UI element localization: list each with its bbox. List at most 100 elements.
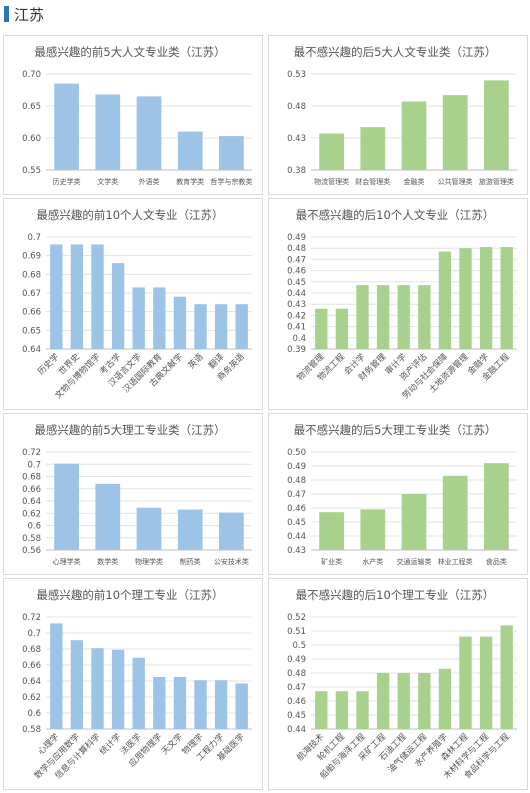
bar	[356, 285, 369, 349]
y-tick-label: 0.49	[287, 462, 306, 472]
bar	[438, 251, 452, 349]
y-tick-label: 0.62	[22, 509, 41, 519]
bar	[91, 648, 104, 729]
y-tick-label: 0.64	[22, 497, 41, 507]
bar	[319, 512, 344, 550]
y-tick-label: 0.72	[22, 448, 41, 458]
x-tick-label: 统计学	[97, 731, 123, 757]
x-tick-label: 教育学类	[176, 177, 204, 186]
bar	[50, 244, 63, 349]
y-tick-label: 0.7	[27, 460, 41, 470]
y-tick-label: 0.43	[287, 300, 306, 310]
bar	[438, 668, 452, 729]
chart-panel: 最不感兴趣的后5大理工专业类（江苏） 0.43 0.44 0.45 0.46 0.47 0.…	[268, 413, 528, 575]
y-tick-label: 0.47	[287, 683, 306, 693]
y-tick-label: 0.46	[287, 267, 306, 277]
chart: 最不感兴趣的后5大人文专业类（江苏） 0.38 0.43 0.48 0.53 物流管理类财…	[287, 45, 517, 186]
bar	[376, 285, 390, 349]
x-tick-label: 水产类	[362, 557, 383, 566]
bar	[136, 96, 162, 170]
bar	[418, 285, 431, 349]
chart: 最感兴趣的前10个理工专业（江苏） 0.58 0.6 0.62 0.64 0.66 0.68…	[22, 588, 252, 781]
chart-panel: 最感兴趣的前5大理工专业类（江苏） 0.56 0.58 0.6 0.62 0.64 0.66…	[3, 413, 263, 575]
bar	[153, 287, 166, 349]
chart-panel: 最感兴趣的前10个理工专业（江苏） 0.58 0.6 0.62 0.64 0.66 0.68…	[3, 578, 263, 790]
y-tick-label: 0.46	[287, 697, 306, 707]
y-tick-label: 0.43	[287, 134, 306, 144]
y-tick-label: 0.58	[22, 534, 41, 544]
bar	[70, 244, 84, 349]
bar	[194, 680, 207, 729]
bar	[219, 136, 244, 170]
chart-panel: 最不感兴趣的后10个人文专业（江苏） 0.39 0.4 0.41 0.42 0.43 0.4…	[268, 198, 528, 410]
x-tick-label: 物理学类	[135, 557, 163, 566]
chart-title: 最不感兴趣的后10个理工专业（江苏）	[296, 588, 495, 602]
x-tick-label: 旅游管理类	[479, 177, 514, 186]
bar	[70, 640, 84, 729]
y-tick-label: 0.64	[22, 345, 41, 355]
bar	[315, 308, 328, 349]
chart-panel: 最感兴趣的前5大人文专业类（江苏） 0.55 0.60 0.65 0.70 历史学类 文学类…	[3, 35, 263, 195]
bar	[356, 691, 369, 729]
x-tick-label: 文学类	[97, 177, 118, 186]
y-tick-label: 0.68	[22, 645, 41, 655]
y-tick-label: 0.45	[287, 518, 306, 528]
bar	[315, 691, 328, 729]
bar	[360, 127, 386, 170]
y-tick-label: 0.62	[22, 693, 41, 703]
bar	[401, 101, 427, 170]
y-tick-label: 0.72	[22, 613, 41, 623]
x-tick-label: 食品类	[486, 557, 507, 566]
x-tick-label: 矿业类	[321, 557, 342, 566]
bar	[54, 463, 79, 550]
y-tick-label: 0.44	[287, 289, 306, 299]
y-tick-label: 0.44	[287, 725, 306, 735]
y-tick-label: 0.69	[22, 252, 41, 262]
chart-panel: 最感兴趣的前10个人文专业（江苏） 0.64 0.65 0.66 0.67 0.68 0.6…	[3, 198, 263, 410]
y-tick-label: 0.68	[22, 270, 41, 280]
y-tick-label: 0.7	[27, 233, 41, 243]
y-tick-label: 0.52	[287, 613, 306, 623]
bar	[153, 677, 166, 729]
bar	[173, 677, 187, 729]
x-tick-label: 公共管理类	[438, 177, 473, 186]
y-tick-label: 0.50	[287, 448, 306, 458]
y-tick-label: 0.47	[287, 490, 306, 500]
x-tick-label: 林业工程类	[438, 557, 473, 566]
y-tick-label: 0.70	[22, 70, 41, 80]
y-tick-label: 0.6	[27, 522, 41, 532]
x-tick-label: 英语	[186, 351, 206, 371]
chart-panel: 最不感兴趣的后5大人文专业类（江苏） 0.38 0.43 0.48 0.53 物流管理类财…	[268, 35, 528, 195]
y-tick-label: 0.4	[292, 334, 306, 344]
bar	[459, 248, 472, 349]
x-tick-label: 外语类	[139, 177, 160, 186]
bar	[91, 244, 104, 349]
bar	[397, 285, 410, 349]
bar	[214, 680, 228, 729]
bar	[484, 80, 509, 170]
chart: 最感兴趣的前5大人文专业类（江苏） 0.55 0.60 0.65 0.70 历史学类 文学类…	[22, 45, 252, 186]
y-tick-label: 0.43	[287, 546, 306, 556]
bar	[132, 657, 145, 729]
x-tick-label: 心理学类	[53, 557, 81, 566]
bar	[442, 95, 468, 170]
bar	[479, 247, 493, 349]
y-tick-label: 0.66	[22, 661, 41, 671]
bar	[136, 507, 162, 550]
y-tick-label: 0.49	[287, 233, 306, 243]
bar	[111, 263, 125, 349]
x-tick-label: 公安技术类	[214, 557, 249, 566]
y-tick-label: 0.42	[287, 311, 306, 321]
x-tick-label: 财会管理类	[355, 177, 390, 186]
y-tick-label: 0.58	[22, 725, 41, 735]
y-tick-label: 0.41	[287, 323, 306, 333]
y-tick-label: 0.47	[287, 255, 306, 265]
bar	[132, 287, 145, 349]
y-tick-label: 0.49	[287, 655, 306, 665]
header-title: 江苏	[14, 6, 45, 24]
y-tick-label: 0.56	[22, 546, 41, 556]
bar	[418, 673, 431, 729]
bar	[376, 673, 390, 729]
header: 江苏	[0, 0, 530, 30]
